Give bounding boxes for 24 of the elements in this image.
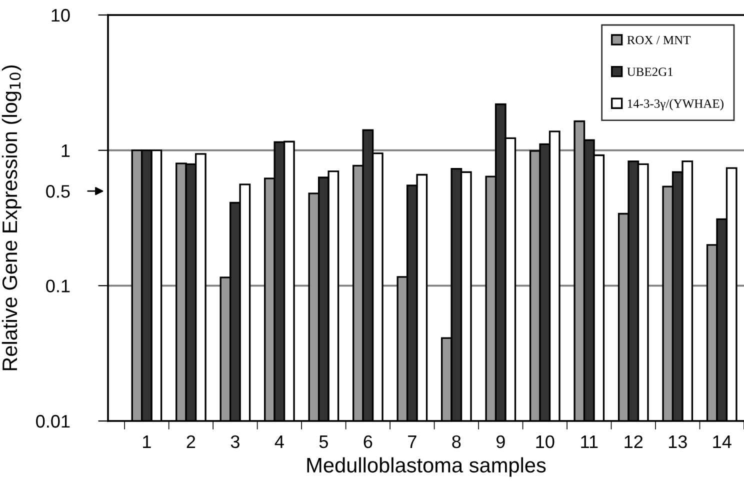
x-tick-label: 14 xyxy=(713,436,732,448)
x-tick-label: 1 xyxy=(143,436,151,448)
x-tick-label: 13 xyxy=(668,435,687,448)
y-tick-label: 1 xyxy=(62,144,70,157)
y-tick-label: 0.5 xyxy=(46,185,70,198)
x-tick-label: 6 xyxy=(364,435,372,448)
legend-label: 14-3-3γ/(YWHAE) xyxy=(628,99,724,110)
x-tick-label: 5 xyxy=(319,436,328,448)
x-tick-label: 8 xyxy=(452,435,461,448)
x-axis-title: Medulloblastoma samples xyxy=(307,457,546,477)
x-tick-label: 12 xyxy=(624,435,643,448)
x-tick-label: 7 xyxy=(408,436,416,448)
x-tick-label: 9 xyxy=(496,435,505,448)
y-axis-title: Relative Gene Expression (log$_{10}$) xyxy=(2,65,22,370)
y-tick-label: 10 xyxy=(52,8,70,22)
legend-label: ROX / MNT xyxy=(627,36,691,44)
x-tick-label: 11 xyxy=(581,436,598,448)
y-tick-label: 0.1 xyxy=(46,280,70,292)
x-tick-label: 2 xyxy=(186,435,196,448)
x-tick-label: 3 xyxy=(230,435,240,448)
x-tick-label: 10 xyxy=(536,435,554,448)
legend-label: UBE2G1 xyxy=(627,68,673,76)
y-tick-label: 0.01 xyxy=(36,414,70,428)
x-tick-label: 4 xyxy=(274,436,284,448)
